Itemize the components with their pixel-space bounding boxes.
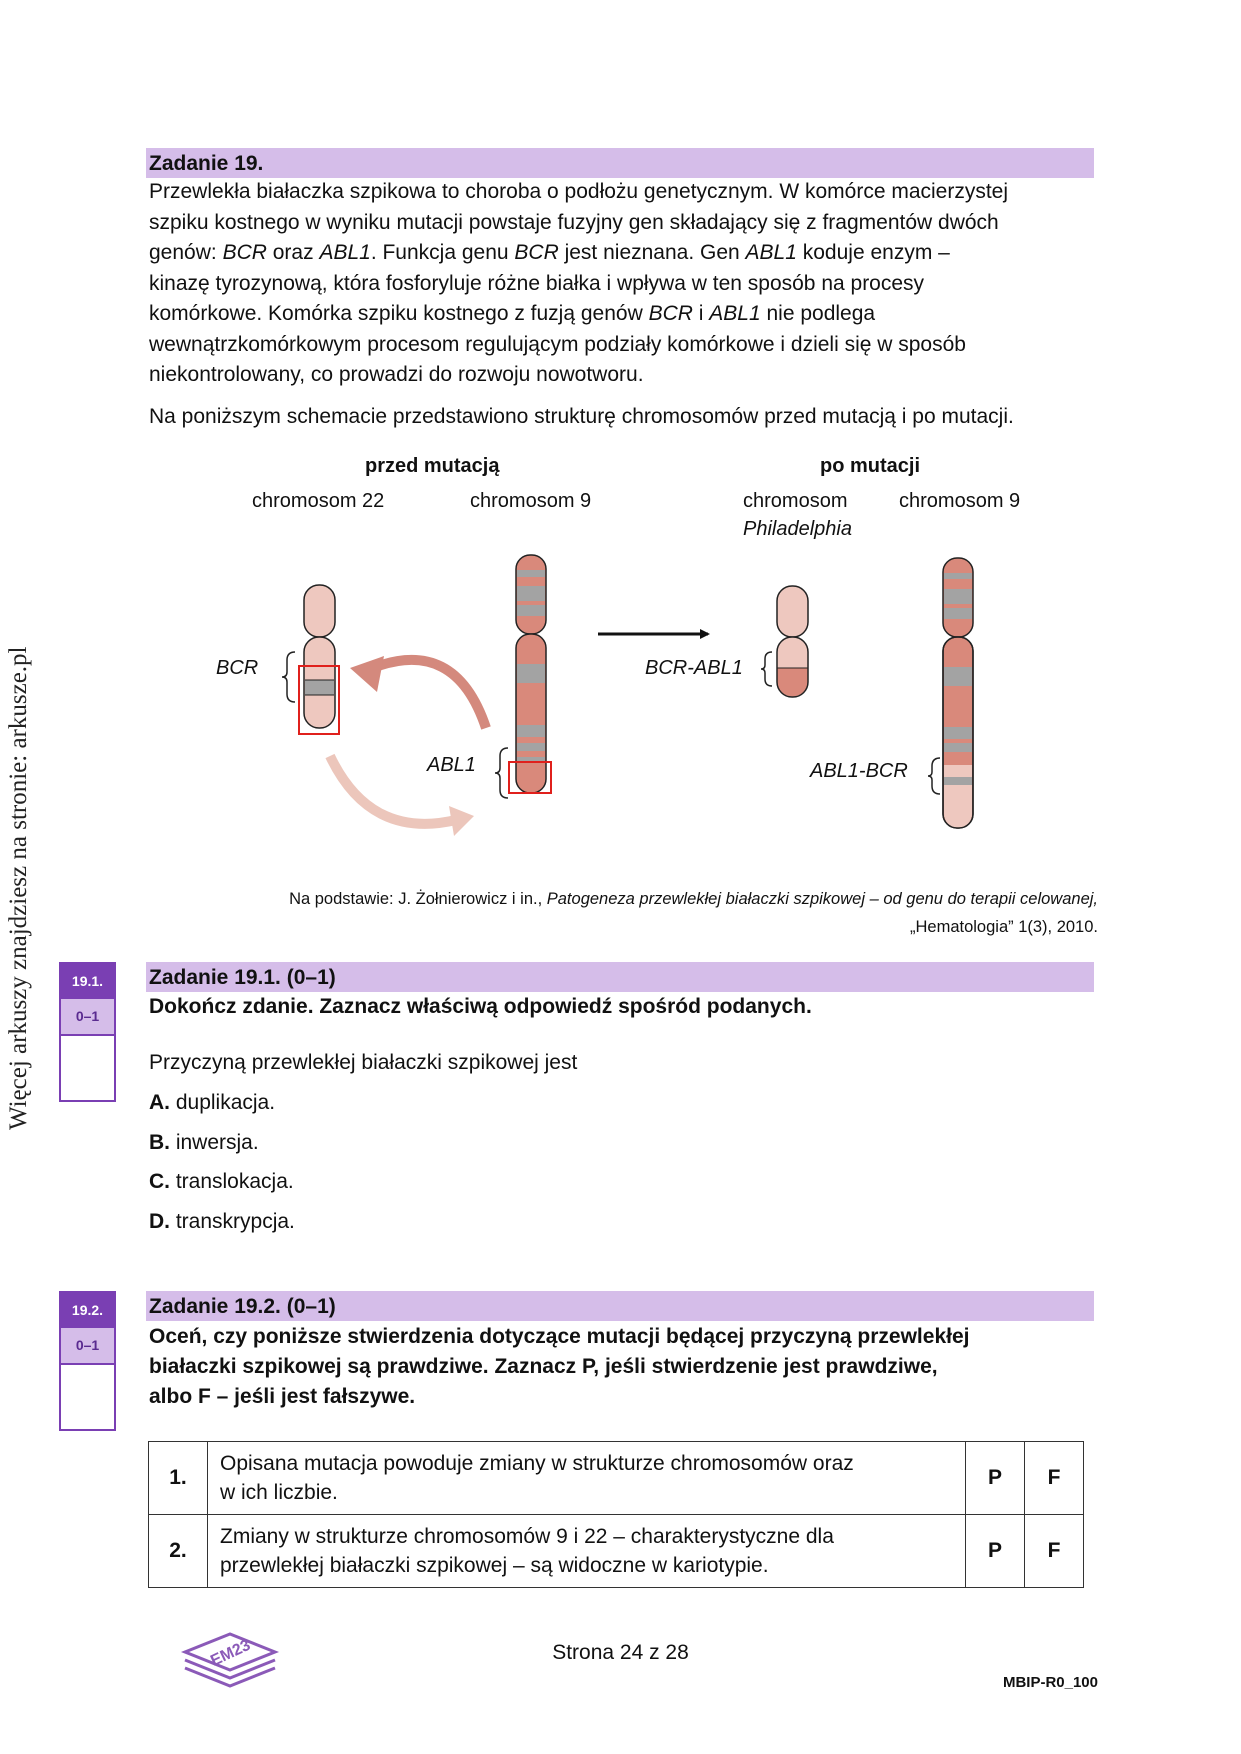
- task-19-2-title: Zadanie 19.2. (0–1): [146, 1291, 1094, 1321]
- option-b-text: inwersja.: [170, 1131, 259, 1154]
- task-19-title: Zadanie 19.: [146, 148, 1094, 178]
- intro-line: Przewlekła białaczka szpikowa to choroba…: [149, 180, 1009, 203]
- philadelphia-chromosome: [776, 585, 809, 698]
- bcr-highlight-box: [298, 665, 340, 735]
- row-number: 2.: [148, 1514, 208, 1588]
- chromosome-9-after: [942, 557, 974, 829]
- intro-line: komórkowe. Komórka szpiku kostnego z fuz…: [149, 302, 876, 325]
- bcr-bracket: [281, 651, 296, 703]
- abl1-highlight-box: [508, 761, 552, 794]
- task-19-1-instruction: Dokończ zdanie. Zaznacz właściwą odpowie…: [149, 995, 812, 1018]
- statement-line-2: w ich liczbie.: [220, 1481, 338, 1504]
- intro-line: niekontrolowany, co prowadzi do rozwoju …: [149, 363, 644, 386]
- table-row: 1. Opisana mutacja powoduje zmiany w str…: [148, 1441, 1084, 1515]
- gene-name: ABL1: [319, 241, 371, 264]
- gene-name: ABL1: [745, 241, 797, 264]
- option-a[interactable]: A. duplikacja.: [149, 1088, 1099, 1119]
- option-b-letter: B.: [149, 1131, 170, 1154]
- chromosome-22-label: chromosom 22: [252, 490, 385, 512]
- intro-line: kinazę tyrozynową, która fosforyluje róż…: [149, 271, 925, 295]
- source-prefix: Na podstawie: J. Żołnierowicz i in.,: [289, 890, 547, 908]
- before-mutation-label: przed mutacją: [365, 455, 500, 477]
- exam-code: MBIP-R0_100: [1002, 1674, 1098, 1691]
- gene-name: BCR: [514, 241, 559, 264]
- score-box-number: 19.1.: [61, 964, 114, 999]
- statement-line-2: przewlekłej białaczki szpikowej – są wid…: [220, 1554, 769, 1577]
- false-option[interactable]: F: [1024, 1514, 1084, 1588]
- translocation-arrow-down: [325, 753, 458, 829]
- option-c-letter: C.: [149, 1170, 170, 1193]
- score-box-19-2: 19.2. 0–1: [59, 1291, 116, 1431]
- bcr-abl1-bracket: [760, 651, 773, 687]
- score-box-number: 19.2.: [61, 1293, 114, 1328]
- task-19-2-instruction-1: Oceń, czy poniższe stwierdzenia dotycząc…: [149, 1325, 970, 1348]
- cke-logo-icon: EM23: [180, 1632, 280, 1688]
- chromosome-9-after-label: chromosom 9: [899, 490, 1021, 512]
- abl1-label: ABL1: [427, 754, 476, 776]
- chromosome-9: [508, 554, 552, 794]
- after-mutation-label: po mutacji: [820, 455, 921, 477]
- chromosome-9-label: chromosom 9: [470, 490, 592, 512]
- false-option[interactable]: F: [1024, 1441, 1084, 1515]
- bcr-band: [305, 680, 334, 695]
- true-option[interactable]: P: [965, 1441, 1025, 1515]
- chromosome-22: [298, 584, 340, 735]
- statement: Zmiany w strukturze chromosomów 9 i 22 –…: [207, 1514, 966, 1588]
- page-number: Strona 24 z 28: [552, 1641, 689, 1664]
- gene-name: BCR: [222, 241, 267, 264]
- statement-line-1: Opisana mutacja powoduje zmiany w strukt…: [220, 1452, 854, 1475]
- task-19-1-title: Zadanie 19.1. (0–1): [146, 962, 1094, 992]
- abl1-bcr-bracket: [927, 757, 941, 795]
- score-box-blank: [61, 1365, 114, 1429]
- score-box-points: 0–1: [61, 1328, 114, 1365]
- philadelphia-label-line1: chromosom: [743, 490, 848, 512]
- option-d[interactable]: D. transkrypcja.: [149, 1207, 1099, 1238]
- task-19-2-instruction-3: albo F – jeśli jest fałszywe.: [149, 1385, 416, 1408]
- abl1-bracket: [494, 747, 509, 799]
- true-false-table: 1. Opisana mutacja powoduje zmiany w str…: [148, 1441, 1084, 1588]
- true-option[interactable]: P: [965, 1514, 1025, 1588]
- statement: Opisana mutacja powoduje zmiany w strukt…: [207, 1441, 966, 1515]
- option-d-text: transkrypcja.: [170, 1210, 295, 1233]
- bcr-label: BCR: [216, 657, 259, 679]
- option-a-letter: A.: [149, 1091, 170, 1114]
- score-box-blank: [61, 1036, 114, 1100]
- statement-line-1: Zmiany w strukturze chromosomów 9 i 22 –…: [220, 1525, 834, 1548]
- table-row: 2. Zmiany w strukturze chromosomów 9 i 2…: [148, 1514, 1084, 1588]
- gene-name: BCR: [648, 302, 693, 325]
- task-19-2-instruction-2: białaczki szpikowej są prawdziwe. Zaznac…: [149, 1355, 938, 1378]
- gene-name: ABL1: [709, 302, 761, 325]
- option-a-text: duplikacja.: [170, 1091, 276, 1114]
- bcr-abl1-label: BCR-ABL1: [645, 657, 743, 679]
- source-line-2: „Hematologia” 1(3), 2010.: [909, 918, 1098, 936]
- row-number: 1.: [148, 1441, 208, 1515]
- option-c-text: translokacja.: [170, 1170, 294, 1193]
- task-19-1-stem: Przyczyną przewlekłej białaczki szpikowe…: [149, 1051, 578, 1074]
- intro-line: szpiku kostnego w wyniku mutacji powstaj…: [149, 210, 999, 234]
- option-d-letter: D.: [149, 1210, 170, 1233]
- abl1-bcr-label: ABL1-BCR: [810, 760, 908, 782]
- option-c[interactable]: C. translokacja.: [149, 1167, 1099, 1198]
- schema-intro: Na poniższym schemacie przedstawiono str…: [149, 405, 1014, 428]
- task-19-intro: Przewlekła białaczka szpikowa to choroba…: [149, 177, 1099, 391]
- philadelphia-label-line2: Philadelphia: [743, 518, 852, 540]
- source-line-1: Na podstawie: J. Żołnierowicz i in., Pat…: [289, 890, 1098, 909]
- translocation-arrow-up: [368, 654, 491, 730]
- score-box-19-1: 19.1. 0–1: [59, 962, 116, 1102]
- intro-line: wewnątrzkomórkowym procesom regulującym …: [149, 332, 966, 356]
- source-title: Patogeneza przewlekłej białaczki szpikow…: [546, 890, 1098, 908]
- option-b[interactable]: B. inwersja.: [149, 1128, 1099, 1159]
- intro-line: genów: BCR oraz ABL1. Funkcja genu BCR j…: [149, 241, 950, 264]
- score-box-points: 0–1: [61, 999, 114, 1036]
